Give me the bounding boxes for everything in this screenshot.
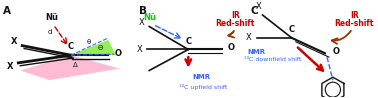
Text: X: X <box>256 2 262 11</box>
Text: X: X <box>7 62 14 71</box>
Text: X: X <box>11 37 18 46</box>
Text: Red-shift: Red-shift <box>335 19 374 28</box>
Text: C: C <box>251 6 259 16</box>
Text: ¹³C downfield shift: ¹³C downfield shift <box>244 57 301 62</box>
Text: O: O <box>332 47 339 56</box>
Text: Nü: Nü <box>143 13 156 22</box>
Text: X: X <box>138 18 144 27</box>
Text: NMR: NMR <box>192 74 210 80</box>
Text: IR: IR <box>231 11 240 20</box>
Text: O: O <box>228 43 235 52</box>
Text: X: X <box>136 45 142 54</box>
Text: NMR: NMR <box>247 49 265 55</box>
Text: θ: θ <box>87 39 91 45</box>
Text: A: A <box>3 6 11 16</box>
Text: Θ: Θ <box>98 45 103 51</box>
Text: Nü: Nü <box>45 13 58 22</box>
Text: O: O <box>115 49 121 58</box>
Text: B: B <box>139 6 147 16</box>
Text: ¹³C upfield shift: ¹³C upfield shift <box>178 84 227 90</box>
Text: C: C <box>185 37 191 46</box>
Text: C: C <box>289 25 295 34</box>
Text: IR: IR <box>350 11 359 20</box>
Text: Δ: Δ <box>73 62 77 68</box>
Polygon shape <box>71 40 116 55</box>
Text: X: X <box>246 34 252 42</box>
Polygon shape <box>20 55 120 80</box>
Text: Red-shift: Red-shift <box>215 19 255 28</box>
Text: C: C <box>68 42 74 51</box>
Text: d: d <box>47 29 52 35</box>
